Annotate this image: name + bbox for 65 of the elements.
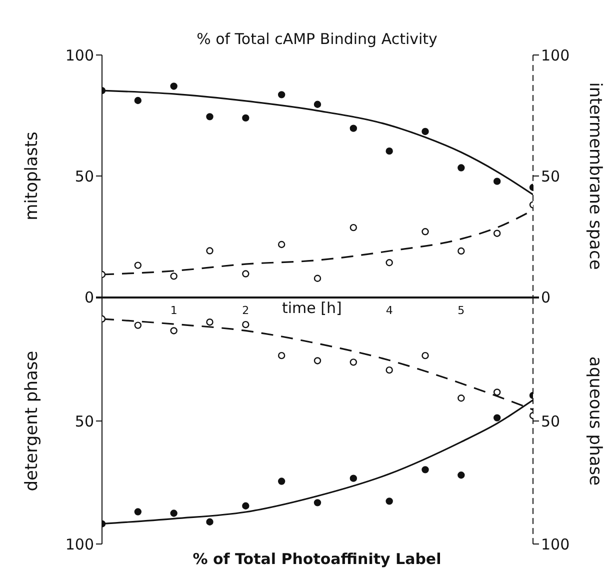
text: % of Total Photoaffinity Label xyxy=(192,550,442,568)
point xyxy=(493,414,501,422)
x-tick-label: 4 xyxy=(386,304,393,317)
point xyxy=(170,510,178,517)
point xyxy=(278,91,286,98)
point xyxy=(350,124,358,132)
y-tick-label: 50 xyxy=(74,412,94,430)
y2-tick-label: 0 xyxy=(541,288,551,306)
y2-tick-label: 100 xyxy=(541,46,570,64)
point xyxy=(170,82,178,90)
point xyxy=(314,274,322,282)
point xyxy=(458,247,465,255)
y-tick-label: 0 xyxy=(84,288,94,306)
point xyxy=(458,394,465,402)
point xyxy=(206,518,214,526)
y-tick-label: 100 xyxy=(65,46,94,64)
y2-tick-label: 100 xyxy=(541,535,570,554)
point xyxy=(278,240,286,248)
x-tick-label: 1 xyxy=(170,304,178,317)
point xyxy=(206,113,214,120)
x-tick-label: 5 xyxy=(458,304,465,317)
y-axis-title: mitoplasts xyxy=(22,132,42,220)
point xyxy=(170,327,178,334)
point xyxy=(278,352,286,360)
point xyxy=(134,262,142,269)
x-tick-label: 2 xyxy=(242,304,250,317)
point xyxy=(458,164,465,172)
point xyxy=(422,466,429,474)
point xyxy=(134,96,142,104)
chart-title: % of Total cAMP Binding Activity xyxy=(196,30,438,48)
point xyxy=(422,352,429,360)
point xyxy=(242,114,250,122)
point xyxy=(386,366,393,374)
point xyxy=(350,224,358,232)
point xyxy=(314,499,322,506)
point xyxy=(242,320,250,328)
point xyxy=(350,474,358,482)
point xyxy=(422,128,429,136)
y2-axis-title: intermembrane space xyxy=(584,82,605,270)
y2-tick-label: 50 xyxy=(541,412,560,430)
point xyxy=(422,228,429,236)
x-axis-title: time [h] xyxy=(282,299,342,317)
point xyxy=(386,147,393,155)
point xyxy=(314,357,322,364)
point xyxy=(134,322,142,329)
y-tick-label: 50 xyxy=(74,167,94,186)
point xyxy=(493,230,501,237)
point xyxy=(458,472,465,479)
y2-tick-label: 50 xyxy=(541,167,560,186)
point xyxy=(314,100,322,108)
point xyxy=(242,270,250,278)
y-tick-label: 100 xyxy=(65,535,94,554)
point xyxy=(386,259,393,266)
point xyxy=(493,178,501,185)
y-axis-title: detergent phase xyxy=(22,350,42,492)
point xyxy=(206,318,214,326)
point xyxy=(350,358,358,366)
point xyxy=(170,272,178,280)
point xyxy=(206,247,214,254)
point xyxy=(386,498,393,505)
point xyxy=(493,388,501,396)
y2-axis-title: aqueous phase xyxy=(584,356,605,486)
point xyxy=(278,478,286,485)
point xyxy=(242,502,250,510)
point xyxy=(134,508,142,516)
